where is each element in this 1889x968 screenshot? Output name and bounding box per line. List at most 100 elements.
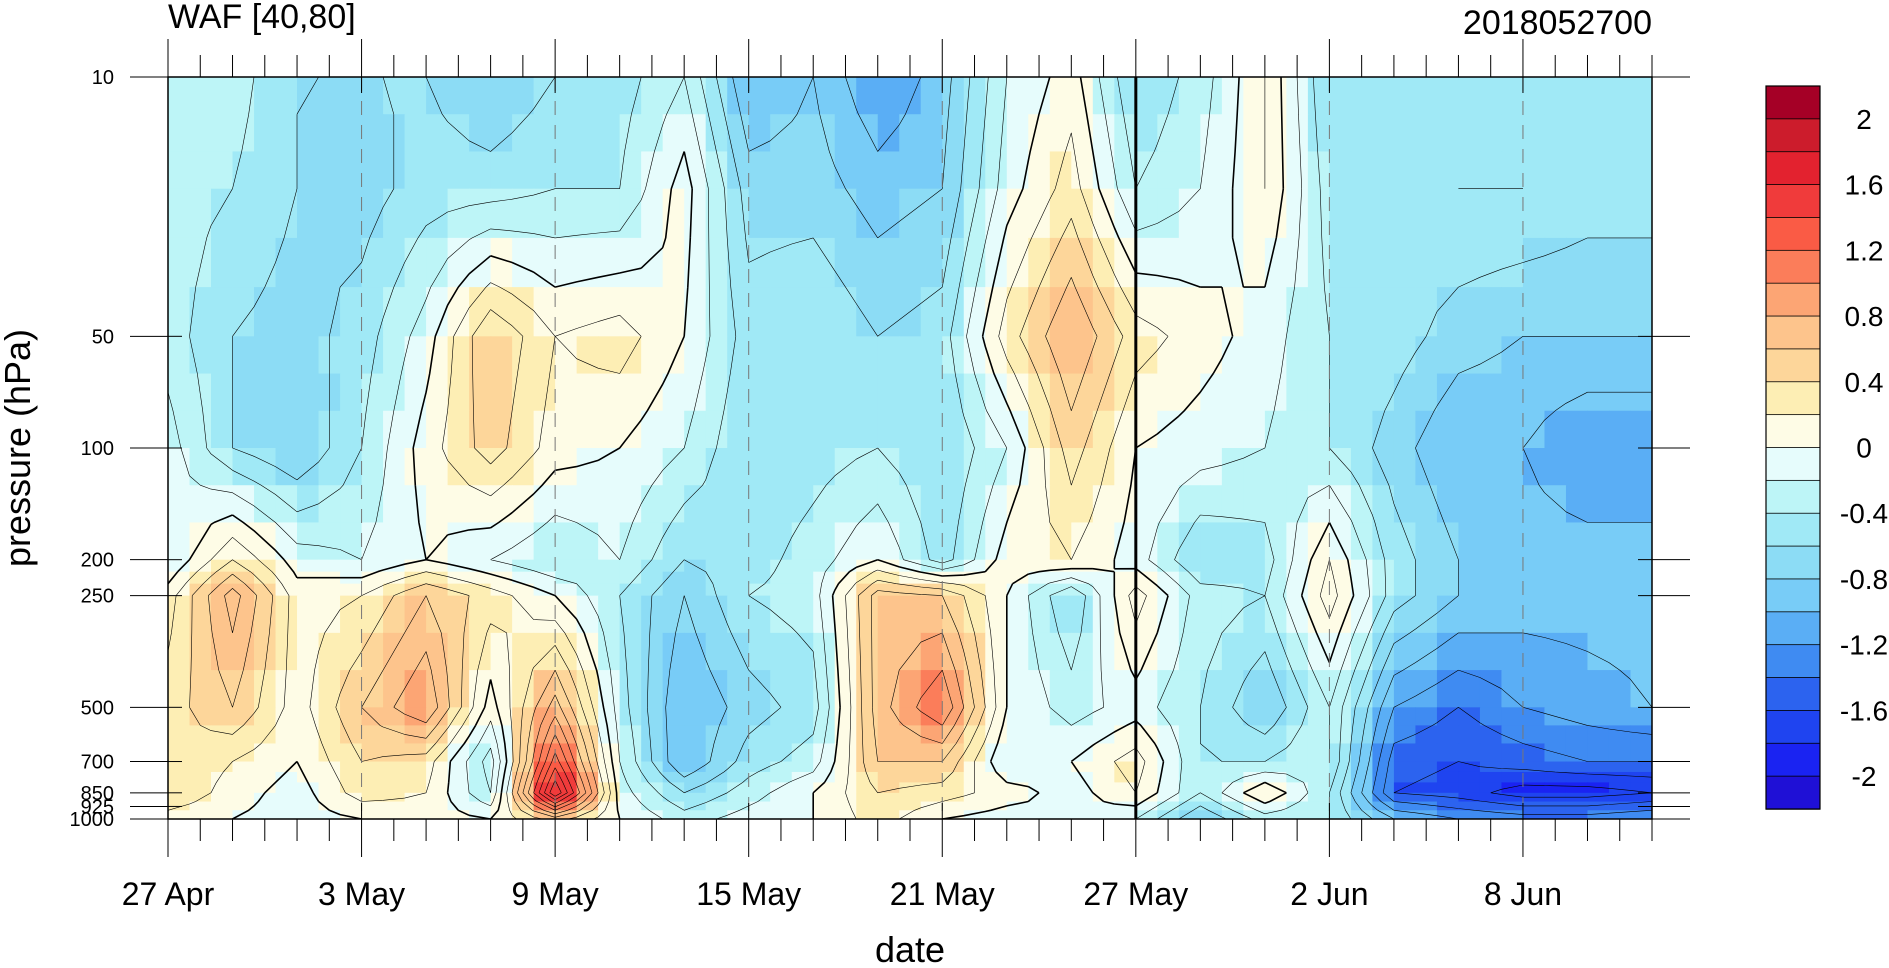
field-cell: [920, 448, 943, 486]
field-cell: [1436, 782, 1460, 794]
field-cell: [426, 188, 449, 239]
field-cell: [555, 743, 578, 763]
field-cell: [1565, 287, 1589, 337]
field-cell: [1200, 810, 1223, 819]
field-cell: [275, 782, 298, 794]
field-cell: [555, 801, 578, 811]
field-cell: [168, 373, 191, 412]
field-cell: [469, 595, 492, 634]
field-cell: [920, 707, 943, 726]
field-cell: [662, 571, 685, 585]
field-cell: [856, 77, 879, 115]
field-cell: [834, 761, 857, 773]
field-cell: [1092, 771, 1115, 783]
field-cell: [1565, 114, 1589, 153]
field-cell: [1479, 782, 1503, 794]
field-cell: [1028, 801, 1051, 811]
field-cell: [426, 448, 449, 486]
field-cell: [770, 373, 793, 412]
field-cell: [1587, 485, 1610, 524]
field-cell: [791, 743, 814, 763]
field-cell: [1522, 410, 1546, 449]
field-cell: [1221, 595, 1244, 634]
field-cell: [942, 287, 965, 337]
field-cell: [1458, 801, 1481, 811]
field-cell: [727, 373, 750, 412]
x-tick-label: 27 Apr: [122, 876, 215, 912]
field-cell: [512, 761, 535, 773]
field-cell: [1071, 188, 1094, 239]
field-cell: [1092, 287, 1115, 337]
field-cell: [684, 583, 707, 597]
field-cell: [426, 287, 449, 337]
field-cell: [1178, 725, 1201, 745]
field-cell: [598, 373, 621, 412]
field-cell: [469, 632, 492, 671]
field-cell: [1393, 559, 1417, 573]
field-cell: [254, 188, 277, 239]
colorbar-label: 2: [1856, 104, 1872, 135]
field-cell: [1286, 670, 1309, 708]
field-cell: [684, 336, 707, 375]
field-cell: [1458, 632, 1481, 671]
field-cell: [598, 707, 621, 726]
field-cell: [619, 410, 642, 449]
field-cell: [533, 485, 556, 524]
field-cell: [1243, 725, 1266, 745]
field-cell: [318, 810, 341, 819]
field-cell: [1458, 237, 1481, 288]
field-cell: [641, 810, 664, 819]
field-cell: [598, 782, 621, 794]
field-cell: [1479, 114, 1503, 153]
field-cell: [813, 571, 836, 585]
field-cell: [297, 151, 320, 190]
field-cell: [1329, 373, 1352, 412]
field-cell: [189, 771, 212, 783]
field-cell: [1114, 782, 1137, 794]
field-cell: [512, 707, 535, 726]
field-cell: [1049, 114, 1072, 153]
field-cell: [1114, 373, 1137, 412]
field-cell: [576, 801, 599, 811]
field-cell: [1157, 670, 1180, 708]
field-cell: [1135, 373, 1158, 412]
field-cell: [705, 373, 728, 412]
field-cell: [576, 151, 599, 190]
field-cell: [426, 410, 449, 449]
field-cell: [1458, 771, 1481, 783]
field-cell: [447, 485, 470, 524]
field-cell: [1243, 670, 1266, 708]
field-cell: [232, 707, 255, 726]
field-cell: [469, 801, 492, 811]
field-cell: [1458, 810, 1481, 819]
field-cell: [920, 801, 943, 811]
field-cell: [899, 670, 922, 708]
field-cell: [1458, 485, 1481, 524]
field-cell: [1479, 583, 1503, 597]
field-cell: [1608, 801, 1632, 811]
field-cell: [254, 336, 277, 375]
field-cell: [877, 114, 900, 153]
field-cell: [748, 595, 771, 634]
field-cell: [426, 632, 449, 671]
field-cell: [748, 559, 771, 573]
field-cell: [1522, 725, 1546, 745]
field-cell: [963, 287, 986, 337]
field-cell: [469, 792, 492, 803]
field-cell: [1458, 725, 1481, 745]
field-cell: [1372, 448, 1395, 486]
field-cell: [834, 792, 857, 803]
field-cell: [791, 707, 814, 726]
field-cell: [1544, 771, 1567, 783]
field-cell: [1565, 485, 1589, 524]
field-cell: [1501, 336, 1524, 375]
field-cell: [791, 632, 814, 671]
field-cell: [1028, 707, 1051, 726]
field-cell: [1630, 522, 1652, 561]
field-cell: [383, 77, 406, 115]
field-cell: [1458, 336, 1481, 375]
field-cell: [813, 792, 836, 803]
field-cell: [856, 287, 879, 337]
field-cell: [340, 522, 363, 561]
field-cell: [662, 771, 685, 783]
